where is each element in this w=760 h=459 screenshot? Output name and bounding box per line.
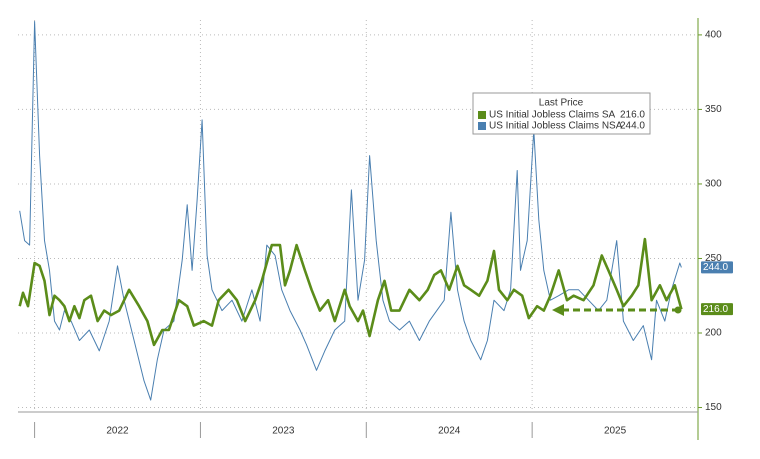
x-tick-label: 2022 — [106, 426, 129, 437]
series-line — [19, 21, 682, 401]
x-tick-label: 2023 — [272, 426, 295, 437]
y-tick-label: 150 — [705, 402, 722, 413]
x-tick-label: 2025 — [604, 426, 627, 437]
y-tick-label: 400 — [705, 30, 722, 41]
legend: Last Price — [472, 92, 651, 135]
legend-swatch — [478, 122, 486, 130]
legend-value: 244.0 — [620, 121, 645, 132]
legend-box — [472, 92, 651, 135]
legend-title: Last Price — [539, 98, 584, 109]
grid-layer — [18, 20, 698, 412]
y-tick-label: 200 — [705, 328, 722, 339]
y-tick-label: 300 — [705, 179, 722, 190]
legend-value: 216.0 — [620, 110, 645, 121]
x-tick-label: 2024 — [438, 426, 461, 437]
legend-label: US Initial Jobless Claims NSA — [489, 121, 623, 132]
legend-label: US Initial Jobless Claims SA — [489, 110, 615, 121]
line-layer — [18, 21, 683, 401]
y-tick-label: 250 — [705, 253, 722, 264]
legend-swatch — [478, 111, 486, 119]
last-price-box — [701, 261, 733, 274]
y-tick-label: 350 — [705, 104, 722, 115]
last-price-box — [701, 303, 733, 316]
series-line — [18, 237, 683, 347]
last-price-label: 216.0 — [703, 304, 728, 315]
annotation-arrow — [552, 304, 682, 316]
last-price-label: 244.0 — [703, 262, 728, 273]
